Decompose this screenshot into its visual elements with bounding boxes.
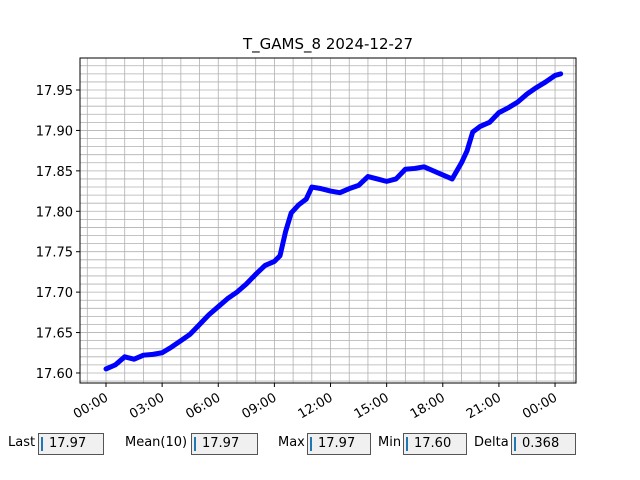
y-tick-label: 17.85 <box>36 165 73 180</box>
widget-label: Min <box>378 435 402 450</box>
widget-label: Last <box>8 435 36 450</box>
x-tick-label: 15:00 <box>352 390 392 422</box>
text-box[interactable]: 17.97 <box>38 433 104 455</box>
y-tick-label: 17.90 <box>36 124 73 139</box>
data-line <box>103 71 564 372</box>
x-tick-label: 00:00 <box>520 390 560 422</box>
x-tick-label: 06:00 <box>183 390 223 422</box>
widget-label: Mean(10) <box>125 435 188 450</box>
x-tick-label: 09:00 <box>239 390 279 422</box>
y-tick-label: 17.60 <box>36 367 73 382</box>
x-tick-label: 00:00 <box>71 390 111 422</box>
chart-title: T_GAMS_8 2024-12-27 <box>242 35 413 54</box>
x-tick-label: 12:00 <box>296 390 336 422</box>
text-box[interactable]: 17.60 <box>403 433 467 455</box>
y-tick-label: 17.95 <box>36 84 73 99</box>
text-box[interactable]: 17.97 <box>307 433 371 455</box>
text-box[interactable]: 0.368 <box>511 433 576 455</box>
widget-label: Delta <box>474 435 509 450</box>
x-tick-label: 03:00 <box>127 390 167 422</box>
x-tick-label: 21:00 <box>464 390 504 422</box>
text-box[interactable]: 17.97 <box>191 433 258 455</box>
y-tick-label: 17.80 <box>36 205 73 220</box>
plot-frame <box>79 57 577 384</box>
chart: T_GAMS_8 2024-12-27 17.60 17.65 17.70 17.75… <box>36 35 577 422</box>
y-tick-label: 17.75 <box>36 246 73 261</box>
y-tick-label: 17.65 <box>36 327 73 342</box>
widget-label: Max <box>278 435 305 450</box>
y-tick-label: 17.70 <box>36 286 73 301</box>
x-tick-label: 18:00 <box>408 390 448 422</box>
